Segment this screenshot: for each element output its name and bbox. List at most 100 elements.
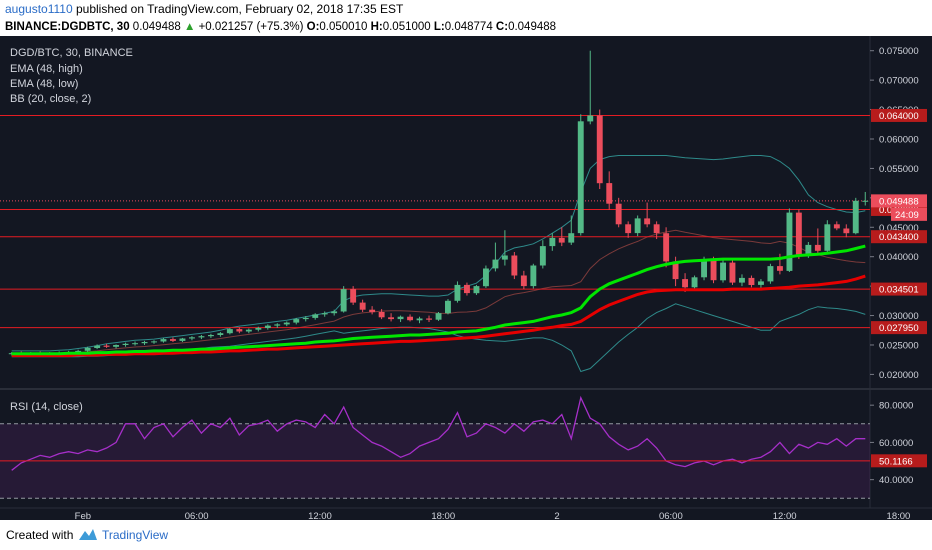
candle-body [75, 350, 82, 353]
candle-body [483, 268, 489, 287]
last-price: 0.049488 [132, 21, 181, 33]
candle-body [653, 224, 660, 234]
level-label-box [871, 282, 927, 296]
candle-body [359, 302, 366, 310]
level-label: 0.043400 [879, 232, 919, 243]
open-value: 0.050010 [319, 21, 368, 33]
legend-rsi: RSI (14, close) [10, 401, 83, 413]
candle-body [587, 115, 594, 122]
candle-body [426, 318, 432, 320]
ohlc-header: BINANCE:DGDBTC, 30 0.049488 ▲ +0.021257 … [0, 18, 932, 36]
rsi-tick-label: 80.0000 [879, 401, 913, 412]
legend-title: DGD/BTC, 30, BINANCE [10, 47, 133, 59]
candle-body [94, 345, 101, 348]
candle-body [701, 259, 707, 278]
candle-body [663, 233, 670, 262]
candle-body [103, 345, 110, 347]
chart-background [0, 36, 932, 520]
footer: Created with TradingView [0, 520, 932, 550]
candle-body [511, 255, 518, 276]
candle-body [549, 237, 556, 247]
low-label: L: [433, 21, 445, 33]
candle-body [454, 284, 461, 301]
candle-body [293, 319, 300, 323]
price-tick-label: 0.030000 [879, 311, 919, 322]
last-price-label: 0.049488 [879, 196, 919, 207]
price-chart[interactable]: 0.0750000.0700000.0650000.0600000.055000… [0, 36, 932, 520]
open-label: O: [306, 21, 320, 33]
candle-body [758, 281, 764, 285]
candle-body [208, 335, 214, 337]
tradingview-brand[interactable]: TradingView [102, 528, 169, 542]
candle-body [644, 218, 651, 225]
candle-body [843, 228, 850, 234]
symbol-label: BINANCE:DGDBTC, 30 [5, 21, 130, 33]
time-tick-label: 06:00 [185, 511, 209, 520]
publish-header: augusto1110 published on TradingView.com… [0, 0, 932, 18]
price-tick-label: 0.020000 [879, 370, 919, 381]
candle-body [274, 324, 281, 326]
change-up-icon: ▲ [183, 21, 196, 33]
candle-body [824, 224, 831, 251]
candle-body [805, 244, 812, 255]
candle-body [84, 347, 91, 351]
candle-body [852, 200, 859, 234]
candle-body [416, 318, 423, 321]
candle-body [331, 311, 338, 314]
candle-body [388, 317, 394, 320]
candle-body [606, 183, 613, 204]
candle-body [255, 327, 262, 330]
time-tick-label: 2 [554, 511, 559, 520]
legend-ema-low: EMA (48, low) [10, 78, 78, 90]
price-tick-label: 0.075000 [879, 46, 919, 57]
legend-bb: BB (20, close, 2) [10, 93, 91, 105]
candle-body [739, 277, 745, 283]
candle-body [767, 266, 774, 282]
rsi-tick-label: 60.0000 [879, 438, 913, 449]
time-tick-label: 12:00 [773, 511, 797, 520]
candle-body [407, 316, 413, 321]
candle-body [340, 289, 347, 312]
tradingview-logo-icon[interactable] [78, 526, 98, 542]
candle-body [492, 259, 499, 269]
candle-body [691, 277, 698, 288]
candle-body [634, 218, 641, 234]
candle-body [122, 343, 129, 345]
candle-body [113, 345, 119, 347]
candle-body [369, 309, 376, 313]
candle-body [151, 341, 157, 343]
candle-body [321, 313, 328, 315]
candle-body [520, 275, 527, 287]
time-tick-label: 12:00 [308, 511, 332, 520]
author-link[interactable]: augusto1110 [5, 2, 73, 16]
level-label: 0.064000 [879, 111, 919, 122]
low-value: 0.048774 [444, 21, 493, 33]
candle-body [378, 312, 385, 318]
candle-body [245, 329, 252, 332]
candle-body [198, 336, 205, 338]
ema-high-line [11, 244, 866, 356]
change-value: +0.021257 (+75.3%) [198, 21, 304, 33]
candle-body [625, 224, 632, 234]
countdown-box [891, 207, 927, 221]
candle-body [729, 262, 736, 283]
candle-body [464, 284, 470, 294]
rsi-tick-label: 40.0000 [879, 475, 913, 486]
level-label-box [871, 321, 927, 335]
candle-body [226, 329, 233, 334]
high-label: H: [370, 21, 383, 33]
candle-body [473, 286, 480, 294]
level-label: 0.034501 [879, 285, 919, 296]
level-label-box [871, 108, 927, 122]
candle-body [577, 121, 584, 234]
candle-body [615, 203, 622, 225]
bb-upper-line [11, 155, 866, 352]
last-price-box [871, 194, 927, 208]
candle-body [833, 224, 840, 229]
time-tick-label: 18:00 [431, 511, 455, 520]
candle-body [568, 233, 575, 243]
price-tick-label: 0.045000 [879, 223, 919, 234]
level-label-box [871, 230, 927, 244]
chart-legend: DGD/BTC, 30, BINANCE EMA (48, high) EMA … [10, 47, 133, 413]
candle-body [217, 333, 224, 335]
